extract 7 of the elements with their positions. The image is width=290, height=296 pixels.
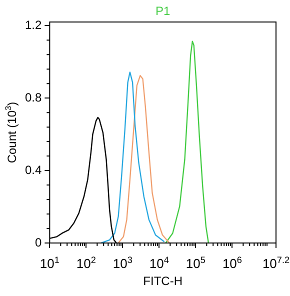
x-axis-title: FITC-H	[143, 274, 183, 288]
y-tick-label: 0.4	[24, 162, 42, 177]
y-tick-label: 0.8	[24, 90, 42, 104]
y-tick-label: 0	[34, 235, 42, 250]
text: P1	[155, 4, 170, 18]
y-axis-title: Count (103)	[3, 102, 19, 164]
y-tick-label: 1.2	[24, 18, 42, 32]
